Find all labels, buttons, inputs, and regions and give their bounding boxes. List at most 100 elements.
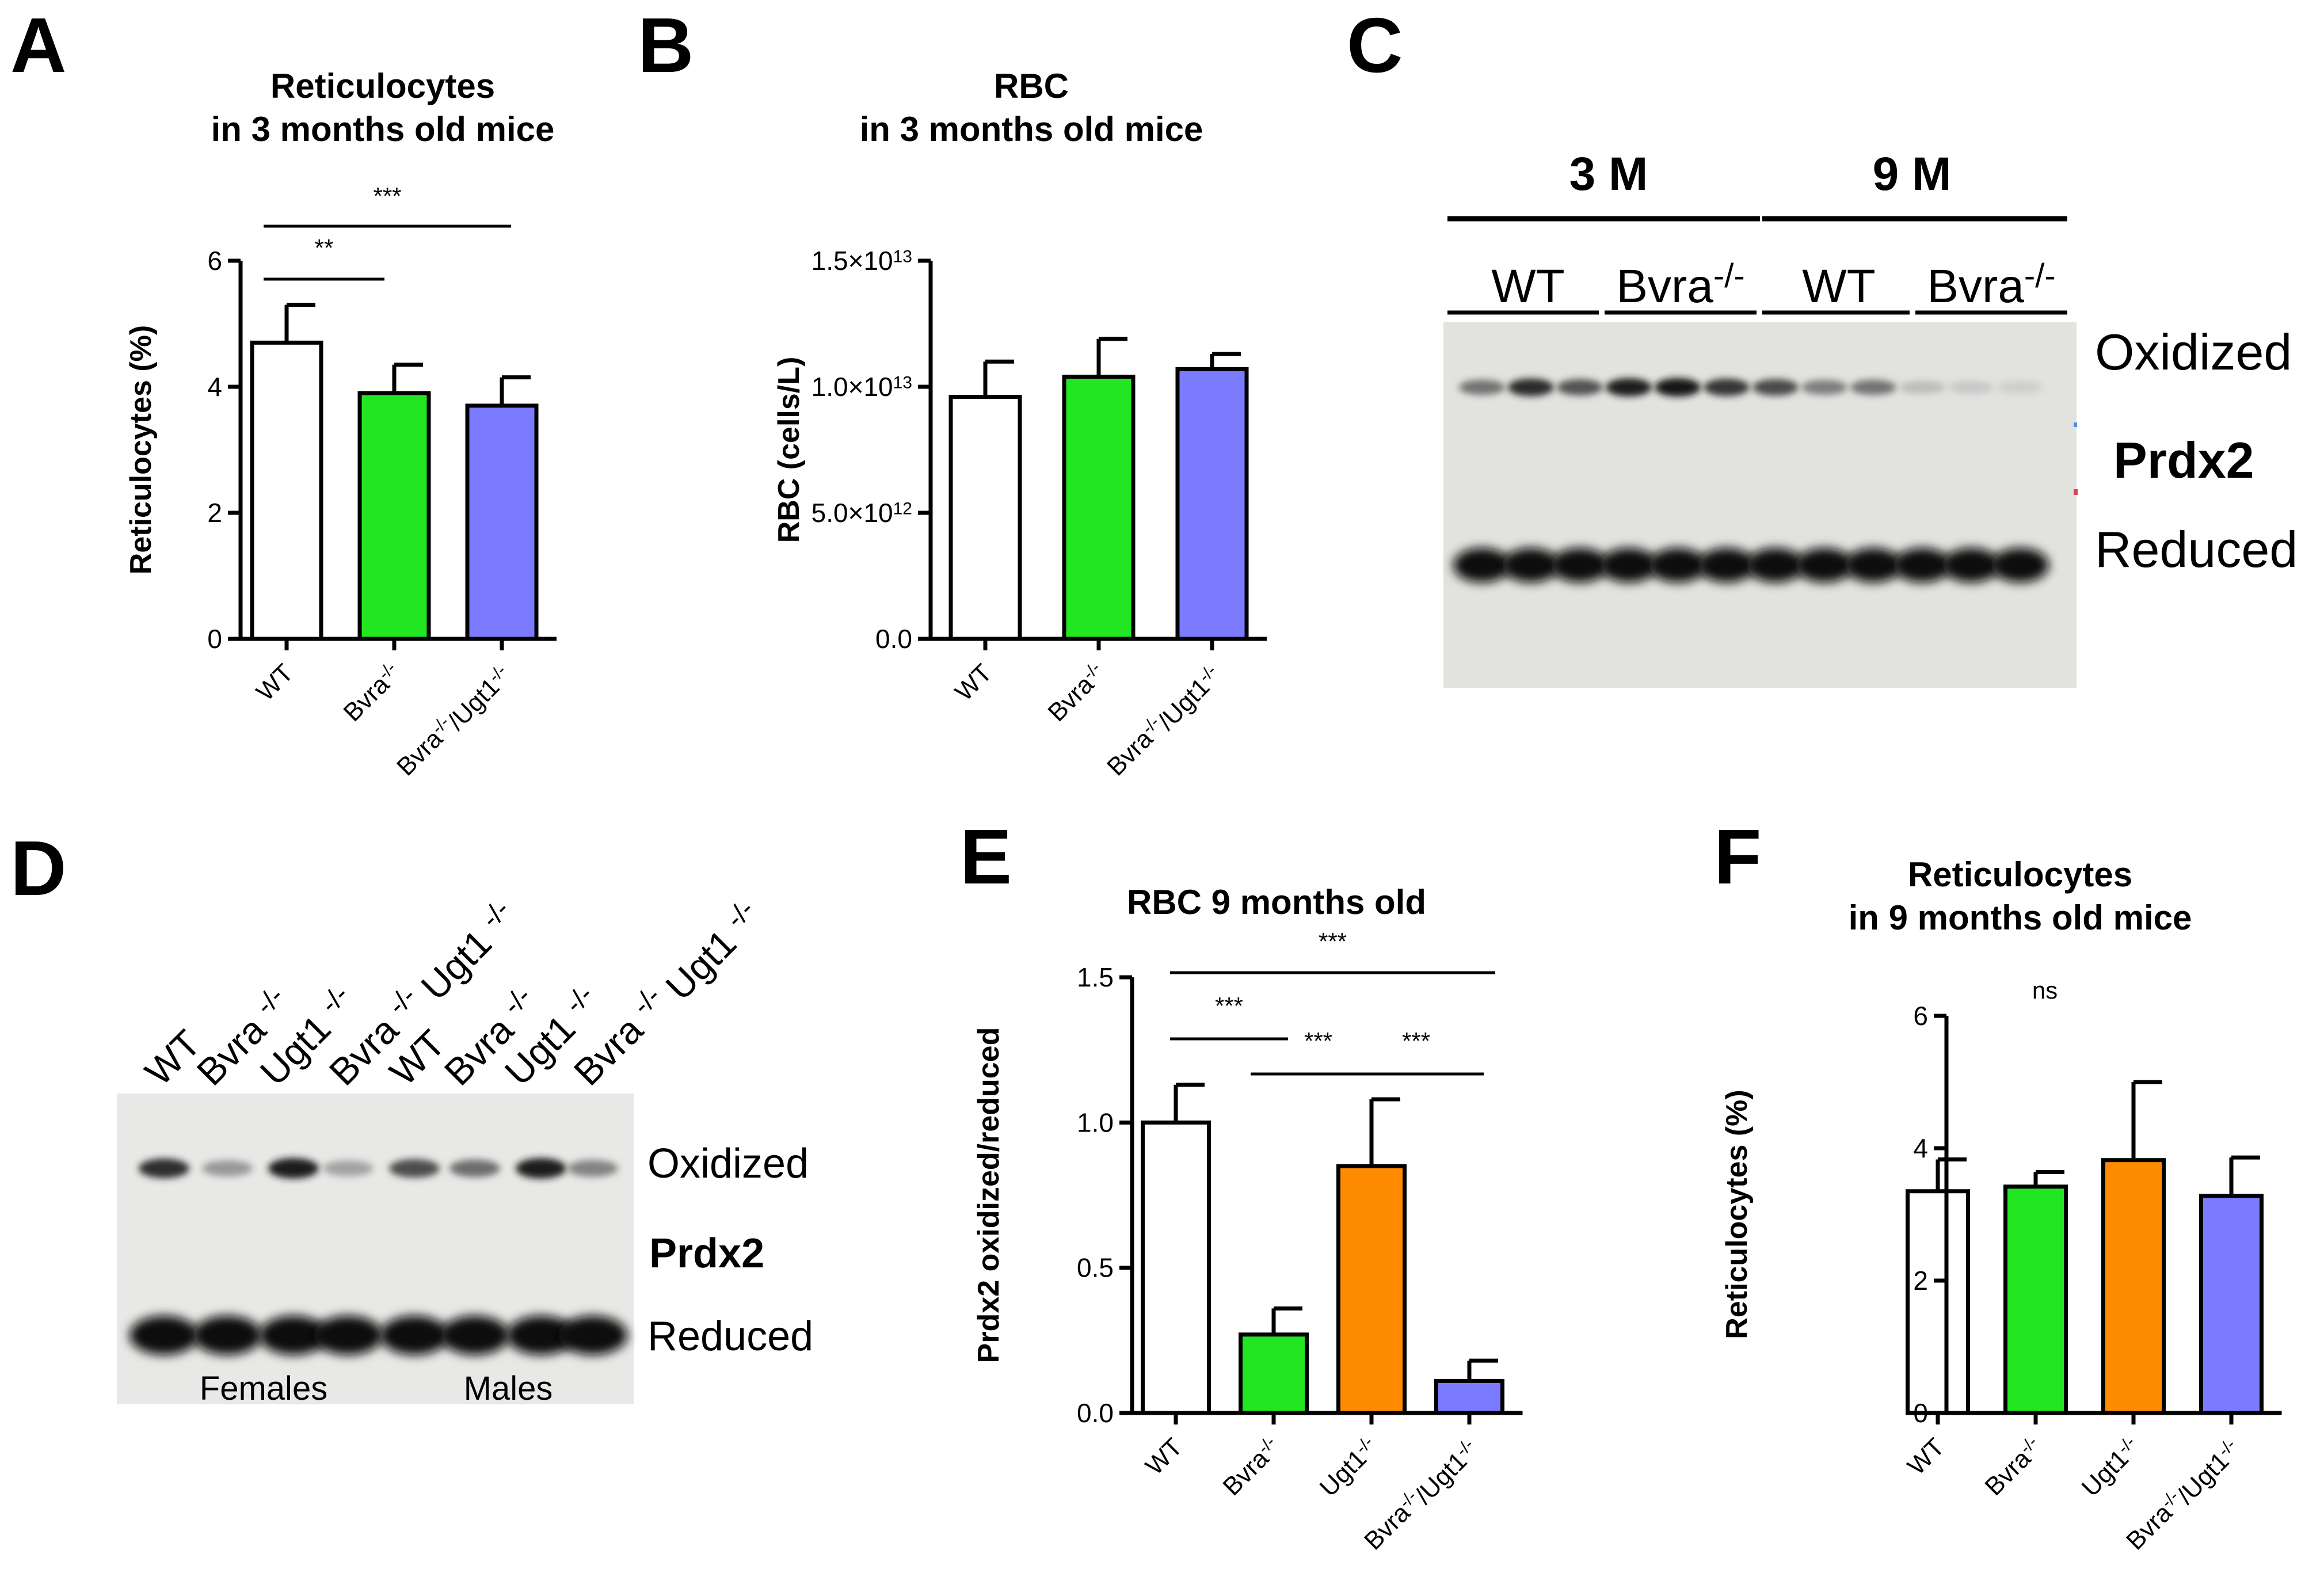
blot-c-reduced-label: Reduced <box>2095 521 2298 578</box>
x-tick-label: Bvra-/-/Ugt1-/- <box>1102 658 1227 784</box>
panel-label-a: A <box>10 2 67 89</box>
significance-label: ** <box>315 234 334 261</box>
significance-label: *** <box>1215 992 1243 1019</box>
blot-d-protein-label: Prdx2 <box>649 1231 764 1277</box>
y-tick-label: 1.0×1013 <box>812 372 912 402</box>
x-tick-label: Bvra-/- <box>1042 658 1111 727</box>
blot-c-oxidized-band <box>1606 378 1652 397</box>
chart-e-ylabel: Prdx2 oxidized/reduced <box>972 1027 1005 1363</box>
blot-d-reduced-band <box>380 1316 449 1355</box>
blot-c-membrane <box>1443 322 2077 688</box>
chart-e: RBC 9 months old Prdx2 oxidized/reduced 0.… <box>972 883 1523 1558</box>
x-tick-label: Bvra-/- <box>338 658 406 727</box>
blot-d-reduced-band <box>440 1316 509 1355</box>
blot-c-protein-label: Prdx2 <box>2113 432 2254 489</box>
blot-d-oxidized-band <box>389 1159 440 1178</box>
y-tick-label: 0.0 <box>875 624 912 654</box>
blot-d-oxidized-band <box>268 1158 319 1179</box>
blot-c-reduced-band <box>1894 548 1951 582</box>
y-tick-label: 4 <box>207 372 222 402</box>
blot-c-oxidized-band <box>1655 378 1701 397</box>
x-tick-label: Bvra-/-/Ugt1-/- <box>2121 1433 2246 1558</box>
blot-c-oxidized-band <box>1850 379 1896 395</box>
blot-d-membrane <box>117 1094 634 1404</box>
blot-c-lane-label: Bvra-/- <box>1927 257 2055 313</box>
chart-b-title: RBC <box>994 67 1069 105</box>
panel-label-e: E <box>960 813 1012 900</box>
y-tick-label: 6 <box>207 246 222 276</box>
significance-label: *** <box>373 182 401 210</box>
x-tick-label: Bvra-/- <box>1979 1433 2048 1501</box>
y-tick-label: 1.0 <box>1077 1107 1114 1137</box>
panel-label-f: F <box>1714 813 1761 900</box>
y-tick-label: 4 <box>1913 1133 1928 1163</box>
x-tick-label: Bvra-/-/Ugt1-/- <box>1359 1433 1484 1558</box>
bar <box>1434 1378 1504 1415</box>
y-tick-label: 0.5 <box>1077 1253 1114 1283</box>
bar <box>1062 374 1136 641</box>
blot-d-oxidized-band <box>323 1160 374 1176</box>
chart-a-ylabel: Reticulocytes (%) <box>124 325 158 574</box>
y-tick-label: 0 <box>1913 1398 1928 1428</box>
blot-c-oxidized-band <box>1508 378 1554 397</box>
significance-label: *** <box>1319 928 1347 955</box>
blot-d-lane-label: Bvra -/- Ugt1 -/- <box>564 891 770 1097</box>
y-tick-label: 1.5×1013 <box>812 246 912 276</box>
x-tick-label: Bvra-/-/Ugt1-/- <box>391 658 517 784</box>
x-tick-label: WT <box>950 658 997 706</box>
blot-c-oxidized-band <box>1752 379 1799 396</box>
blot-d-reduced-band <box>558 1316 627 1355</box>
blot-d-oxidized-label: Oxidized <box>647 1141 809 1187</box>
blot-d-oxidized-band <box>516 1158 566 1179</box>
bar <box>250 340 323 641</box>
blot-d-reduced-band <box>314 1316 383 1355</box>
blot-c-reduced-band <box>1502 548 1560 582</box>
blot-c: 3 M 9 M WT Bvra-/- WT Bvra-/- Oxidized Prdx… <box>1443 148 2298 688</box>
blot-c-header-3m: 3 M <box>1569 148 1648 200</box>
chart-f-title-line2: in 9 months old mice <box>1849 898 2192 937</box>
blot-c-reduced-band <box>1649 548 1706 582</box>
y-tick-label: 6 <box>1913 1001 1928 1031</box>
x-tick-label: Ugt1-/- <box>2076 1433 2146 1502</box>
significance-label: *** <box>1402 1027 1430 1054</box>
blot-c-reduced-band <box>1698 548 1755 582</box>
chart-f-ylabel: Reticulocytes (%) <box>1720 1090 1754 1339</box>
blot-d-oxidized-band <box>567 1160 618 1177</box>
significance-label: *** <box>1304 1027 1332 1054</box>
chart-a: Reticulocytes in 3 months old mice Reticul… <box>124 67 557 784</box>
blot-c-lane-label: WT <box>1802 260 1875 313</box>
blot-d-reduced-band <box>506 1316 576 1355</box>
blot-c-marker-red <box>2074 489 2078 495</box>
panel-label-c: C <box>1347 2 1403 89</box>
blot-c-reduced-band <box>1845 548 1902 582</box>
blot-c-reduced-band <box>1796 548 1853 582</box>
chart-b-ylabel: RBC (cells/L) <box>772 357 806 543</box>
y-tick-label: 0.0 <box>1077 1398 1114 1428</box>
blot-d-reduced-label: Reduced <box>647 1313 813 1359</box>
bar <box>1906 1189 1970 1415</box>
x-tick-label: Bvra-/- <box>1217 1433 1286 1501</box>
blot-d-reduced-band <box>259 1316 328 1355</box>
y-tick-label: 2 <box>207 498 222 528</box>
y-tick-label: 1.5 <box>1077 962 1114 992</box>
y-tick-label: 0 <box>207 624 222 654</box>
blot-c-header-9m: 9 M <box>1873 148 1952 200</box>
blot-d-males-label: Males <box>464 1370 553 1407</box>
blot-c-oxidized-band <box>1899 380 1945 394</box>
bar <box>1175 367 1249 641</box>
chart-e-title: RBC 9 months old <box>1127 883 1426 921</box>
blot-c-reduced-band <box>1991 548 2049 582</box>
blot-d-reduced-band <box>193 1316 262 1355</box>
bar <box>1141 1120 1211 1415</box>
chart-a-title: Reticulocytes <box>271 67 495 105</box>
y-tick-label: 5.0×1012 <box>812 498 912 528</box>
bar <box>2199 1194 2264 1415</box>
blot-d-females-label: Females <box>200 1370 327 1407</box>
y-tick-label: 2 <box>1913 1266 1928 1296</box>
x-tick-label: Ugt1-/- <box>1314 1433 1384 1502</box>
bar <box>465 403 539 641</box>
blot-c-oxidized-band <box>1459 379 1505 395</box>
